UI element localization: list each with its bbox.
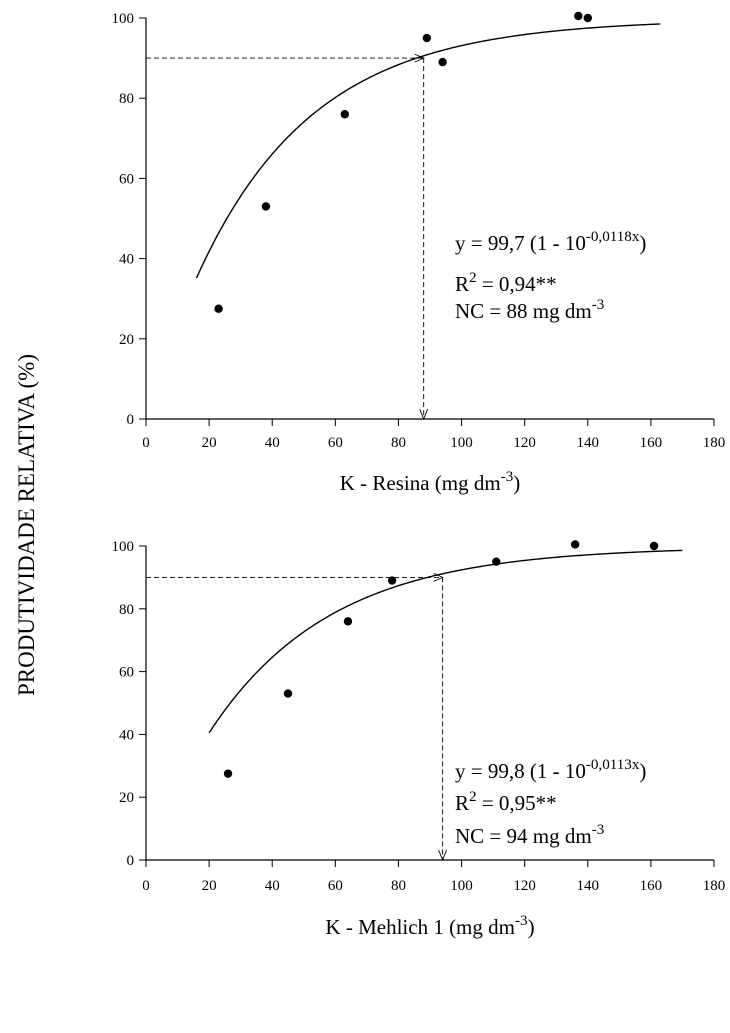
- y-tick-label: 80: [119, 91, 134, 107]
- data-point: [583, 13, 592, 23]
- x-tick-label: 160: [640, 878, 663, 894]
- fitted-curve: [208, 549, 683, 734]
- x-axis-label: K - Mehlich 1 (mg dm-3): [325, 913, 534, 939]
- critical-level-line: NC = 88 mg dm-3: [455, 297, 604, 323]
- fitted-curve: [195, 23, 661, 279]
- y-tick-label: 100: [112, 11, 135, 27]
- r-squared-line: R2 = 0,94**: [455, 270, 557, 296]
- r-squared-line-end: = 0,94**: [477, 272, 557, 296]
- critical-vertical-arrowhead: [438, 849, 448, 862]
- equation-line-superscript: -0,0113x: [586, 757, 640, 773]
- y-tick-label: 40: [119, 727, 134, 743]
- data-point: [422, 33, 432, 43]
- r-squared-line-superscript: 2: [469, 789, 477, 805]
- x-axis-label-end: ): [528, 915, 535, 939]
- y-tick-label: 60: [119, 665, 134, 681]
- equation-line-superscript: -0,0118x: [586, 229, 640, 245]
- x-tick-label: 100: [450, 878, 473, 894]
- data-point: [214, 304, 223, 313]
- x-tick-label: 20: [202, 878, 217, 894]
- r-squared-line: R2 = 0,95**: [455, 789, 557, 815]
- data-point: [261, 202, 271, 211]
- r-squared-line-main: R: [455, 791, 469, 815]
- equation-line-main: y = 99,7 (1 - 10: [455, 231, 586, 255]
- top-panel-chart: 0 20 40 60 80 100 120 140 160 180 0 20 40 60 80 100 y = …: [112, 11, 726, 495]
- x-tick-label: 80: [391, 878, 406, 894]
- data-point: [649, 541, 659, 551]
- equation-line-end: ): [639, 759, 646, 783]
- x-axis-label-main: K - Resina (mg dm: [340, 471, 501, 495]
- x-tick-label: 180: [703, 878, 726, 894]
- equation-line-end: ): [639, 231, 646, 255]
- x-tick-label: 160: [640, 435, 663, 451]
- shared-y-axis-label: PRODUTIVIDADE RELATIVA (%): [14, 354, 39, 696]
- y-tick-label: 100: [112, 539, 135, 555]
- critical-vertical-arrowhead: [419, 408, 429, 421]
- x-tick-label: 120: [513, 435, 536, 451]
- x-tick-label: 60: [328, 435, 343, 451]
- data-point: [340, 110, 349, 119]
- x-tick-label: 60: [328, 878, 343, 894]
- data-point: [438, 57, 447, 67]
- data-point: [574, 11, 583, 21]
- r-squared-line-end: = 0,95**: [477, 791, 557, 815]
- x-tick-label: 140: [577, 435, 600, 451]
- bottom-panel-chart: 0 20 40 60 80 100 120 140 160 180 0 20 40 60 80 100 y = …: [112, 539, 726, 939]
- critical-level-line-superscript: -3: [592, 297, 605, 313]
- y-tick-label: 40: [119, 252, 134, 268]
- y-tick-label: 80: [119, 602, 134, 618]
- y-tick-label: 0: [127, 853, 135, 869]
- equation-line: y = 99,7 (1 - 10-0,0118x): [455, 229, 646, 255]
- r-squared-line-superscript: 2: [469, 270, 477, 286]
- data-point: [223, 769, 233, 778]
- x-axis-label-superscript: -3: [515, 913, 528, 929]
- x-tick-label: 40: [265, 435, 280, 451]
- x-axis-label-end: ): [513, 471, 520, 495]
- r-squared-line-main: R: [455, 272, 469, 296]
- x-tick-label: 100: [450, 435, 473, 451]
- x-tick-label: 20: [202, 435, 217, 451]
- y-tick-label: 0: [127, 412, 135, 428]
- y-tick-label: 60: [119, 171, 134, 187]
- equation-line-main: y = 99,8 (1 - 10: [455, 759, 586, 783]
- y-tick-label: 20: [119, 790, 134, 806]
- equation-line: y = 99,8 (1 - 10-0,0113x): [455, 757, 646, 783]
- x-axis-label-main: K - Mehlich 1 (mg dm: [325, 915, 515, 939]
- x-tick-label: 140: [577, 878, 600, 894]
- data-point: [570, 540, 580, 549]
- x-tick-label: 0: [142, 878, 150, 894]
- critical-level-line-main: NC = 88 mg dm: [455, 299, 592, 323]
- y-tick-label: 20: [119, 332, 134, 348]
- x-tick-label: 80: [391, 435, 406, 451]
- x-tick-label: 40: [265, 878, 280, 894]
- critical-level-line-superscript: -3: [592, 822, 605, 838]
- data-point: [343, 617, 353, 626]
- x-axis-label: K - Resina (mg dm-3): [340, 469, 521, 495]
- data-point: [492, 557, 501, 566]
- x-tick-label: 180: [703, 435, 726, 451]
- critical-level-line: NC = 94 mg dm-3: [455, 822, 604, 848]
- x-tick-label: 120: [513, 878, 536, 894]
- x-tick-label: 0: [142, 435, 150, 451]
- data-point: [387, 576, 397, 585]
- data-point: [283, 689, 293, 698]
- critical-level-line-main: NC = 94 mg dm: [455, 824, 592, 848]
- x-axis-label-superscript: -3: [501, 469, 514, 485]
